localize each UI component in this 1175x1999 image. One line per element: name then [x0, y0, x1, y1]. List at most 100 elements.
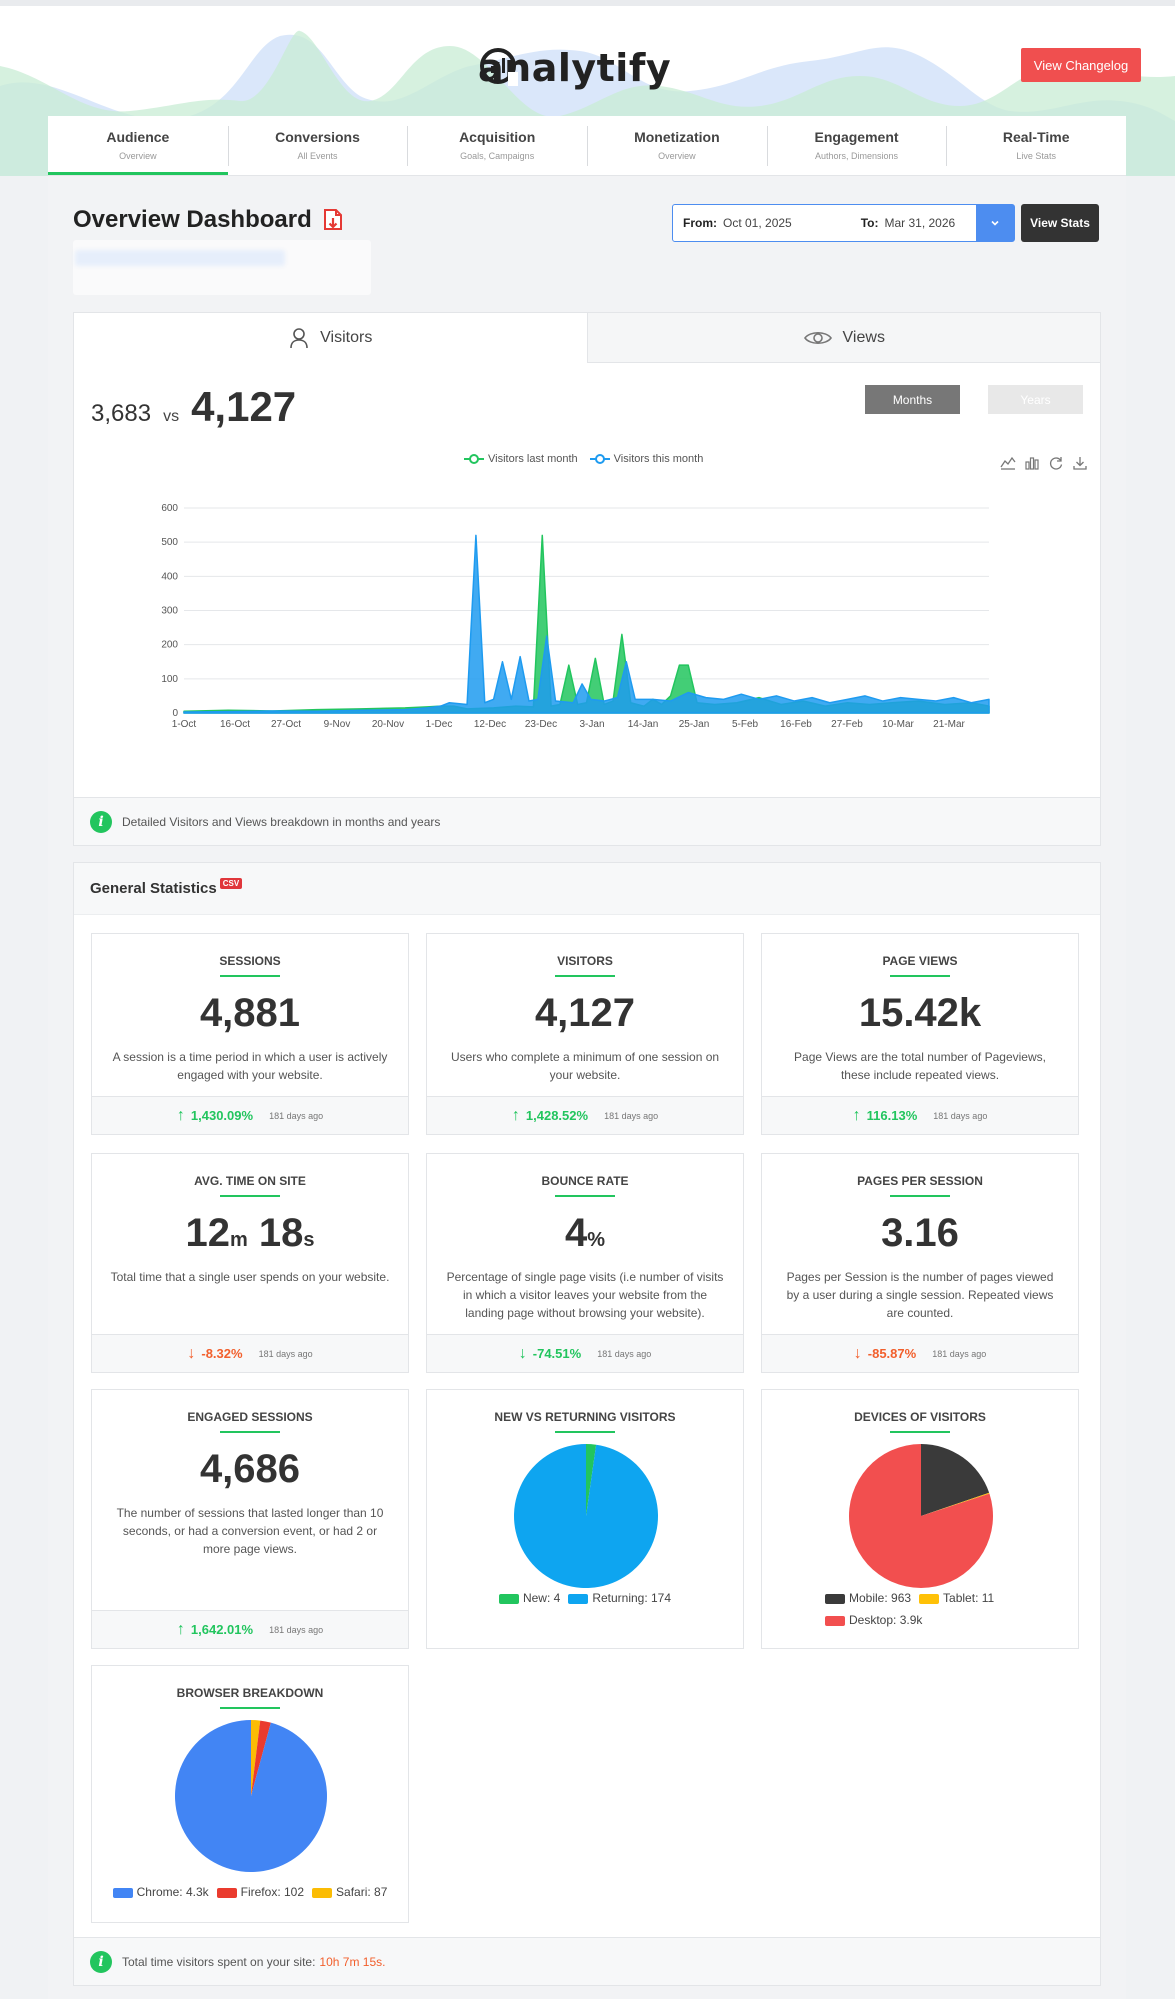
pie-slice[interactable]: [921, 1444, 990, 1516]
stat-footer: ↑ 1,428.52% 181 days ago: [427, 1096, 743, 1134]
pie-slice[interactable]: [514, 1444, 658, 1588]
months-toggle-button[interactable]: Months: [865, 385, 960, 414]
to-date-input[interactable]: Mar 31, 2026: [884, 216, 956, 230]
y-tick-label: 600: [161, 503, 178, 514]
legend-item[interactable]: Returning: 174: [568, 1591, 671, 1605]
stat-value: 4,127: [534, 991, 636, 1035]
tab-visitors[interactable]: Visitors: [74, 313, 587, 363]
x-tick-label: 14-Jan: [628, 719, 659, 730]
legend-item[interactable]: Firefox: 102: [216, 1885, 305, 1899]
stat-card-avg-time: AVG. TIME ON SITE 12m 18s Total time tha…: [91, 1153, 409, 1373]
tab-acquisition[interactable]: Acquisition Goals, Campaigns: [407, 116, 587, 175]
refresh-icon[interactable]: [1048, 455, 1064, 471]
pie-slice[interactable]: [586, 1444, 597, 1516]
visitors-views-tabs: Visitors Views: [74, 313, 1100, 363]
x-tick-label: 21-Mar: [933, 719, 965, 730]
visitors-area-chart: 0 100 200 300 400 500 600 1-Oct 16-Oct 27-Oct 9-No…: [161, 503, 990, 730]
pie-legend: New: 4 Returning: 174: [427, 1591, 743, 1605]
stat-footer: ↑ 1,642.01% 181 days ago: [92, 1610, 408, 1648]
x-tick-label: 27-Oct: [271, 719, 301, 730]
stat-title-underline: [555, 975, 615, 977]
legend-item[interactable]: Chrome: 4.3k: [112, 1885, 209, 1899]
legend-label: Visitors last month: [488, 453, 578, 465]
tab-real-time[interactable]: Real-Time Live Stats: [946, 116, 1126, 175]
tab-engagement[interactable]: Engagement Authors, Dimensions: [766, 116, 947, 175]
pie-slice[interactable]: [174, 1720, 327, 1872]
legend-swatch: [498, 1593, 519, 1604]
y-tick-label: 300: [161, 606, 178, 617]
to-label: To:: [860, 216, 879, 230]
stat-card-bounce-rate: BOUNCE RATE 4% Percentage of single page…: [426, 1153, 744, 1373]
page-title-text: Overview Dashboard: [73, 206, 312, 233]
stat-value: 4,686: [199, 1447, 301, 1491]
general-statistics-panel: General Statistics CSV SESSIONS 4,881 A …: [73, 862, 1101, 1986]
stat-card-devices: DEVICES OF VISITORS Mobile: 963 Tablet: 1…: [761, 1389, 1079, 1649]
stat-footer: ↑ 1,430.09% 181 days ago: [92, 1096, 408, 1134]
tab-monetization[interactable]: Monetization Overview: [587, 116, 767, 175]
x-tick-label: 1-Dec: [426, 719, 453, 730]
pie-slice[interactable]: [251, 1720, 271, 1796]
tab-audience[interactable]: Audience Overview: [48, 116, 228, 175]
legend-label: Chrome: 4.3k: [136, 1885, 209, 1899]
stat-delta: 1,642.01%: [190, 1622, 254, 1637]
stat-period: 181 days ago: [933, 1110, 988, 1121]
legend-label: Tablet: 11: [943, 1591, 995, 1605]
tab-conversions[interactable]: Conversions All Events: [227, 116, 408, 175]
pie-slice[interactable]: [849, 1444, 993, 1588]
tab-subtitle: Live Stats: [1016, 151, 1056, 161]
stat-minutes: 12: [185, 1211, 230, 1255]
general-statistics-header: General Statistics CSV: [74, 863, 1100, 915]
legend-label: Firefox: 102: [240, 1885, 305, 1899]
years-toggle-button[interactable]: Years: [988, 385, 1083, 414]
date-presets-dropdown[interactable]: [976, 205, 1014, 241]
tab-title: Conversions: [275, 129, 360, 145]
date-range-picker[interactable]: From: Oct 01, 2025 To: Mar 31, 2026: [672, 204, 1015, 242]
csv-export-icon[interactable]: CSV: [219, 878, 243, 889]
stat-title-underline: [890, 1431, 950, 1433]
x-tick-label: 1-Oct: [172, 719, 197, 730]
legend-item[interactable]: Desktop: 3.9k: [825, 1613, 922, 1627]
stat-minutes-unit: m: [229, 1229, 248, 1251]
chart-info-bar: i Detailed Visitors and Views breakdown …: [74, 797, 1100, 845]
time-spent-value: 10h 7m 15s.: [319, 1954, 386, 1969]
pie-legend: Chrome: 4.3k Firefox: 102 Safari: 87: [92, 1885, 408, 1899]
line-chart-icon[interactable]: [1000, 455, 1016, 471]
view-stats-button[interactable]: View Stats: [1021, 204, 1099, 242]
legend-item[interactable]: Tablet: 11: [919, 1591, 994, 1605]
series-visitors-last-month: [183, 534, 990, 714]
new-vs-returning-pie: [514, 1444, 658, 1588]
logo-icon: [480, 48, 518, 86]
stat-title-underline: [220, 975, 280, 977]
main-tabs: Audience Overview Conversions All Events A…: [48, 116, 1126, 176]
pdf-export-icon[interactable]: [320, 207, 346, 233]
devices-pie: [849, 1444, 993, 1588]
stat-seconds: 18: [258, 1211, 304, 1255]
bar-chart-icon[interactable]: [1024, 455, 1040, 471]
from-date-input[interactable]: Oct 01, 2025: [723, 216, 792, 230]
y-tick-label: 0: [172, 708, 178, 719]
legend-label: New: 4: [522, 1591, 561, 1605]
stat-delta: 1,428.52%: [525, 1108, 589, 1123]
time-spent-bar: i Total time visitors spent on your site…: [74, 1937, 1100, 1985]
chart-info-text: Detailed Visitors and Views breakdown in…: [122, 814, 441, 829]
pie-slice[interactable]: [921, 1492, 990, 1516]
stat-delta: 116.13%: [866, 1108, 918, 1123]
legend-item[interactable]: Safari: 87: [312, 1885, 387, 1899]
download-icon[interactable]: [1072, 455, 1088, 471]
x-tick-label: 23-Dec: [525, 719, 557, 730]
legend-item-last-month[interactable]: Visitors last month: [464, 453, 578, 465]
page-title: Overview Dashboard: [73, 206, 346, 234]
tab-views[interactable]: Views: [586, 313, 1100, 363]
view-changelog-button[interactable]: View Changelog: [1021, 48, 1141, 82]
stat-card-pages-per-session: PAGES PER SESSION 3.16 Pages per Session…: [761, 1153, 1079, 1373]
eye-icon: [803, 331, 832, 344]
legend-swatch: [216, 1887, 237, 1898]
stat-title-underline: [220, 1195, 280, 1197]
time-spent-text: Total time visitors spent on your site:: [122, 1954, 316, 1969]
pie-slice[interactable]: [251, 1720, 261, 1796]
legend-item[interactable]: Mobile: 963: [825, 1591, 911, 1605]
legend-item-this-month[interactable]: Visitors this month: [589, 453, 703, 465]
site-url-blurred: [73, 240, 371, 295]
stat-footer: ↓ -74.51% 181 days ago: [427, 1334, 743, 1372]
legend-item[interactable]: New: 4: [498, 1591, 561, 1605]
